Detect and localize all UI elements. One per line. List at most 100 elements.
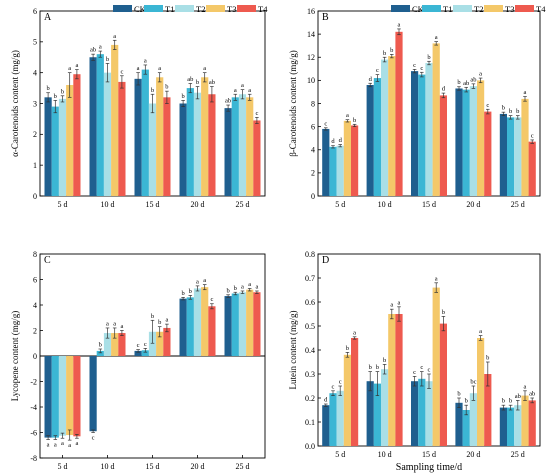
bar-t3-25d <box>521 98 529 196</box>
y-tick-label: 2 <box>311 169 315 178</box>
legend: CK T1 T2 T3 T4 <box>113 4 268 14</box>
bar-t1-20d <box>186 297 194 356</box>
significance-letter: b <box>502 398 505 405</box>
significance-letter: c <box>420 364 423 371</box>
legend-label-t4: T4 <box>258 4 268 14</box>
bar-t3-15d <box>156 331 164 356</box>
x-tick-label: 20 d <box>466 450 480 459</box>
legend-swatch-ck <box>391 5 410 12</box>
x-tick-label: 5 d <box>335 200 345 209</box>
x-tick-label: 25 d <box>511 450 525 459</box>
bar-t1-15d <box>141 350 149 356</box>
y-axis-label: β-Carotenoids content (mg/g) <box>288 50 298 157</box>
y-tick-label: -8 <box>30 454 37 463</box>
legend-label-t4: T4 <box>536 4 546 14</box>
y-tick-label: 0.2 <box>305 394 315 403</box>
bar-t2-5d <box>336 145 344 196</box>
significance-letter: c <box>531 132 534 139</box>
bar-t2-20d <box>469 86 477 196</box>
bar-t4-25d <box>253 292 261 356</box>
bar-t3-20d <box>477 338 485 446</box>
bar-t4-15d <box>163 97 171 196</box>
x-tick-label: 5 d <box>58 462 68 471</box>
significance-letter: c <box>413 369 416 376</box>
significance-letter: d <box>324 397 328 404</box>
significance-letter: b <box>181 93 184 100</box>
bar-t2-15d <box>425 63 433 196</box>
x-tick-label: 20 d <box>191 462 205 471</box>
y-tick-label: 0.8 <box>305 250 315 259</box>
significance-letter: c <box>486 102 489 109</box>
y-tick-label: 2 <box>33 130 37 139</box>
panel-b: 0 2 4 6 8 10 12 14 16 β-Carotenoids content (mg/g… <box>288 7 541 209</box>
significance-letter: a <box>120 323 123 330</box>
significance-letter: c <box>137 342 140 349</box>
bar-t1-15d <box>418 378 426 446</box>
bar-ck-25d <box>499 113 507 196</box>
bar-t1-5d <box>329 146 337 196</box>
significance-letter: a <box>75 62 78 69</box>
significance-letter: a <box>241 82 244 89</box>
legend-swatch-t1 <box>422 5 441 12</box>
significance-letter: a <box>68 442 71 449</box>
legend-swatch-t2 <box>175 5 194 12</box>
significance-letter: c <box>92 435 95 442</box>
significance-letter: a <box>113 320 116 327</box>
significance-letter: c <box>332 383 335 390</box>
bar-t4-10d <box>395 314 403 446</box>
x-tick-label: 10 d <box>101 462 115 471</box>
bar-t1-10d <box>373 383 381 446</box>
significance-letter: c <box>255 110 258 117</box>
significance-letter: c <box>376 67 379 74</box>
bar-t3-20d <box>201 77 209 196</box>
significance-letter: b <box>158 319 161 326</box>
y-tick-label: 3 <box>33 99 37 108</box>
significance-letter: ab <box>529 391 535 398</box>
significance-letter: b <box>189 288 192 295</box>
y-tick-label: -6 <box>30 428 37 437</box>
significance-letter: c <box>210 296 213 303</box>
legend-swatch-t3 <box>484 5 503 12</box>
significance-letter: c <box>120 68 123 75</box>
significance-letter: b <box>390 47 393 54</box>
bar-t2-25d <box>514 117 522 196</box>
y-tick-label: 8 <box>311 99 315 108</box>
y-tick-label: 10 <box>307 76 315 85</box>
bar-t4-5d <box>351 125 359 196</box>
significance-letter: b <box>346 345 349 352</box>
bar-t4-20d <box>484 374 492 446</box>
significance-letter: a <box>398 299 401 306</box>
significance-letter: a <box>390 302 393 309</box>
panel-a: 0 1 2 3 4 5 6 α-Carotenoids content (mg/g) A 5 d 1… <box>10 7 266 209</box>
significance-letter: c <box>339 379 342 386</box>
x-tick-label: 10 d <box>101 200 115 209</box>
bar-t4-20d <box>208 94 216 196</box>
bar-ck-15d <box>134 78 142 196</box>
bar-t3-5d <box>343 120 351 196</box>
bar-t3-15d <box>156 77 164 196</box>
bar-t1-20d <box>186 88 194 196</box>
significance-letter: b <box>181 290 184 297</box>
significance-letter: b <box>196 79 199 86</box>
significance-letter: b <box>457 79 460 86</box>
bar-t3-10d <box>388 314 396 446</box>
bar-ck-5d <box>44 356 52 438</box>
y-tick-label: 6 <box>33 275 37 284</box>
bar-t1-25d <box>231 293 239 356</box>
significance-letter: b <box>383 357 386 364</box>
significance-letter: a <box>524 383 527 390</box>
significance-letter: b <box>54 93 57 100</box>
bar-t3-5d <box>66 85 74 196</box>
x-axis-label: Sampling time/d <box>396 462 462 473</box>
significance-letter: a <box>99 44 102 51</box>
legend-swatch-t3 <box>206 5 225 12</box>
bar-ck-15d <box>411 71 419 196</box>
bar-t2-25d <box>514 405 522 446</box>
significance-letter: a <box>144 57 147 64</box>
bar-ck-5d <box>322 128 330 196</box>
bar-t1-5d <box>329 393 337 446</box>
legend-label-t2: T2 <box>196 4 205 14</box>
y-tick-label: 0.7 <box>305 274 315 283</box>
bar-t4-15d <box>439 95 447 196</box>
